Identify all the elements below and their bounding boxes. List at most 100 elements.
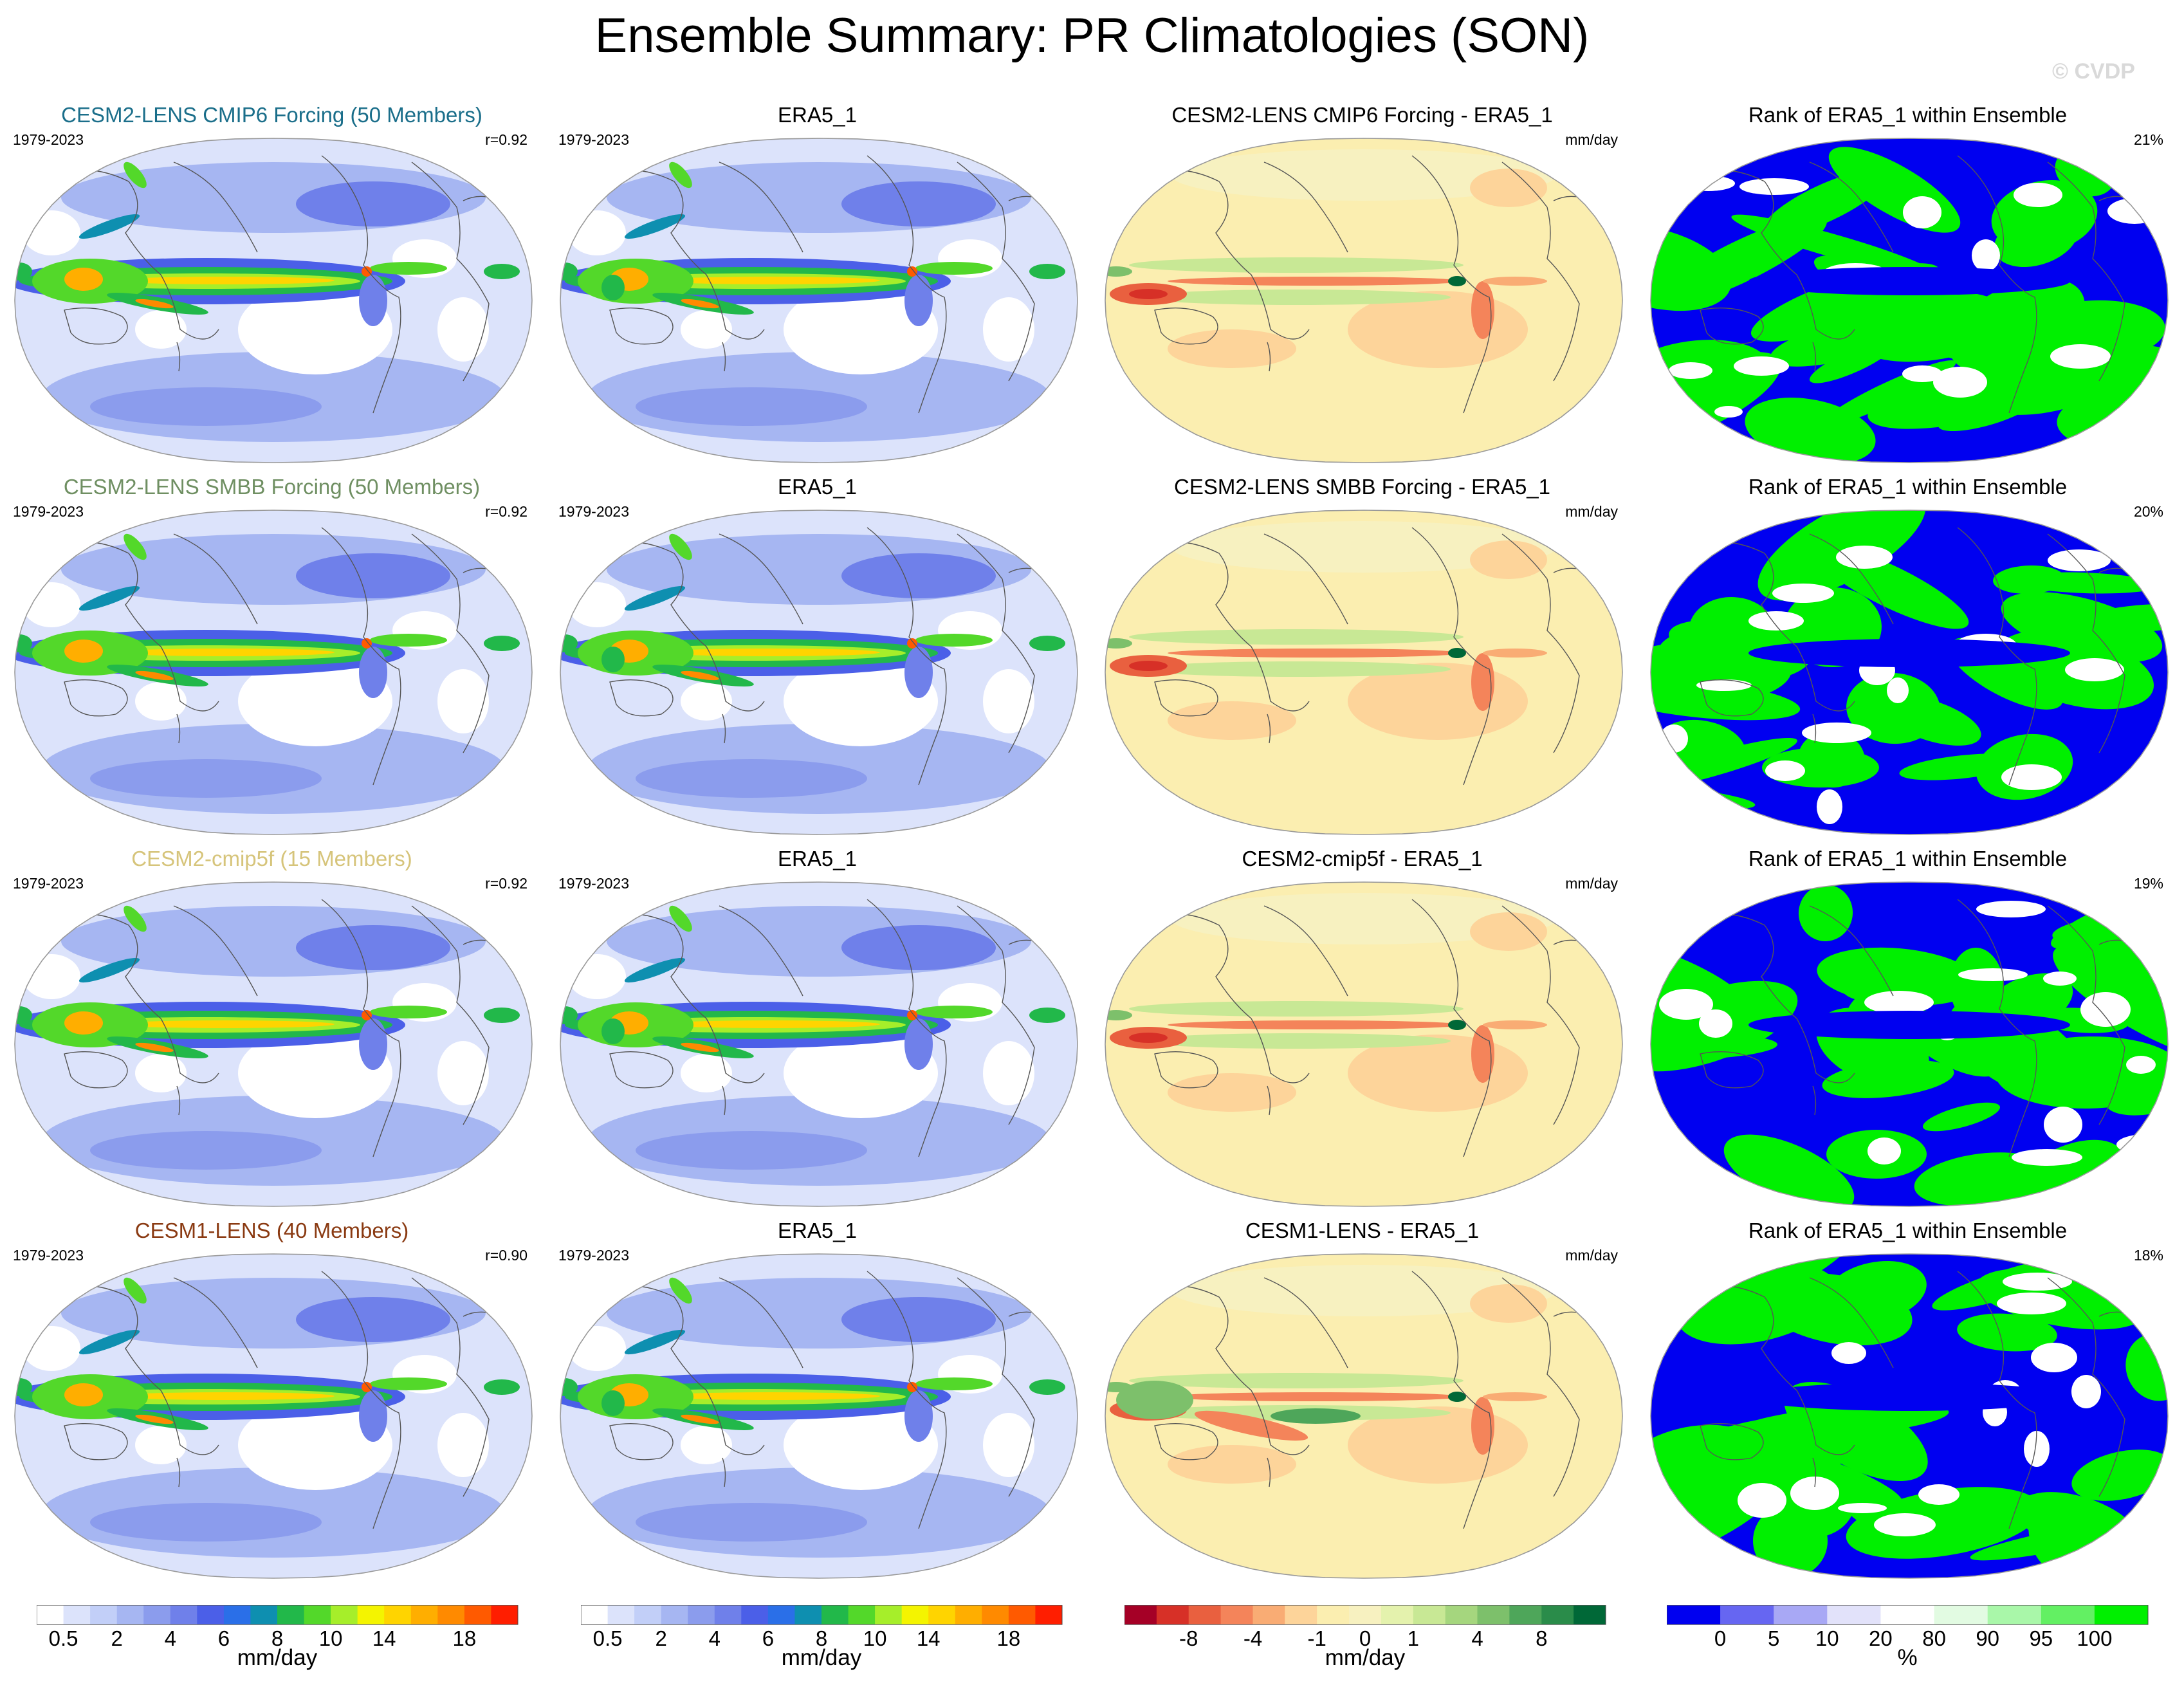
map-outline [1105, 138, 1623, 463]
colorbar-swatch [714, 1605, 742, 1625]
colorbar-tick-label: 18 [453, 1626, 477, 1648]
panel-diff-row1: CESM2-LENS CMIP6 Forcing - ERA5_1 mm/day [1090, 103, 1634, 476]
coastlines [1687, 899, 2158, 1157]
map-outline [560, 510, 1078, 835]
colorbar-swatch [1445, 1605, 1478, 1625]
colorbar-swatch [331, 1605, 358, 1625]
colorbar-swatch [1156, 1605, 1189, 1625]
coastlines [596, 899, 1067, 1157]
colorbar-swatch [634, 1605, 662, 1625]
colorbar-tick-label: 20 [1869, 1626, 1893, 1648]
colorbar-swatch [1349, 1605, 1382, 1625]
panel-model-row2: CESM2-LENS SMBB Forcing (50 Members) 1979… [0, 475, 544, 848]
map-model [14, 138, 533, 463]
panel-diff-row2: CESM2-LENS SMBB Forcing - ERA5_1 mm/day [1090, 475, 1634, 848]
colorbar-tick-label: 0 [1359, 1626, 1371, 1648]
colorbar-tick-label: 95 [2029, 1626, 2053, 1648]
panel-title: CESM2-cmip5f (15 Members) [131, 847, 412, 870]
colorbar-swatch [581, 1605, 609, 1625]
colorbar-swatch [437, 1605, 465, 1625]
colorbar-2: 0.5 2 4 6 8 10 14 18 mm/day [581, 1605, 1070, 1670]
panel-model-row4: CESM1-LENS (40 Members) 1979-2023 r=0.90 [0, 1219, 544, 1592]
panel-units: mm/day [1565, 131, 1618, 148]
colorbar-swatch [1987, 1605, 2042, 1625]
panel-years: 1979-2023 [13, 503, 84, 520]
map-rank [1650, 138, 2169, 463]
map-outline [1650, 510, 2169, 835]
panel-years: 1979-2023 [558, 1247, 629, 1264]
colorbar-tick-label: 0 [1714, 1626, 1726, 1648]
panel-diff-row4: CESM1-LENS - ERA5_1 mm/day [1090, 1219, 1634, 1592]
colorbar-tick-label: 8 [816, 1626, 827, 1648]
panel-title: Rank of ERA5_1 within Ensemble [1748, 103, 2068, 127]
colorbar-swatch [223, 1605, 251, 1625]
map-model [14, 881, 533, 1207]
panel-years: 1979-2023 [558, 875, 629, 892]
colorbar-swatch [875, 1605, 903, 1625]
panel-obs-row4: ERA5_1 1979-2023 [546, 1219, 1089, 1592]
colorbar-swatch [1317, 1605, 1350, 1625]
colorbar-tick-label: 80 [1922, 1626, 1946, 1648]
colorbar-tick-label: 8 [271, 1626, 283, 1648]
panel-title: CESM2-LENS SMBB Forcing (50 Members) [63, 475, 481, 499]
colorbar-tick-label: 100 [2077, 1626, 2112, 1648]
rank-percent: 21% [2133, 131, 2163, 148]
colorbar-swatch [1541, 1605, 1574, 1625]
panel-rank-row4: Rank of ERA5_1 within Ensemble 18% [1636, 1219, 2179, 1592]
panel-title: ERA5_1 [778, 475, 857, 499]
colorbar-tick-label: 18 [997, 1626, 1021, 1648]
rank-percent: 18% [2133, 1247, 2163, 1264]
colorbar-swatch [1934, 1605, 1988, 1625]
panel-title: Rank of ERA5_1 within Ensemble [1748, 475, 2068, 499]
colorbar-swatch [741, 1605, 769, 1625]
map-model [14, 510, 533, 835]
colorbar-swatch [1574, 1605, 1606, 1625]
colorbar-swatch [37, 1605, 64, 1625]
colorbar-swatch [1720, 1605, 1774, 1625]
map-outline [560, 138, 1078, 463]
colorbar-swatch [767, 1605, 795, 1625]
cvdp-watermark: © CVDP [2052, 59, 2135, 84]
colorbar-swatch [1381, 1605, 1414, 1625]
colorbar-swatch [277, 1605, 305, 1625]
colorbar-swatch [1008, 1605, 1036, 1625]
colorbar-swatch [170, 1605, 197, 1625]
colorbar-swatch [901, 1605, 929, 1625]
panel-rank-row2: Rank of ERA5_1 within Ensemble 20% [1636, 475, 2179, 848]
colorbar-swatch [1413, 1605, 1446, 1625]
colorbar-swatch [1477, 1605, 1510, 1625]
map-diff [1105, 1253, 1623, 1579]
colorbar-swatch [410, 1605, 438, 1625]
colorbar-swatch [1188, 1605, 1222, 1625]
map-outline [1105, 881, 1623, 1207]
map-outline [14, 138, 533, 463]
pattern-correlation: r=0.92 [485, 131, 528, 148]
colorbar-swatch [1880, 1605, 1934, 1625]
colorbar-units: mm/day [781, 1645, 862, 1670]
panel-title: CESM2-LENS SMBB Forcing - ERA5_1 [1173, 475, 1551, 499]
colorbar-tick-label: 6 [762, 1626, 774, 1648]
colorbar-tick-label: -1 [1308, 1626, 1326, 1648]
colorbar-swatch [1774, 1605, 1828, 1625]
colorbar-tick-label: 10 [1815, 1626, 1839, 1648]
colorbar-4: 0 5 10 20 80 90 95 100% [1667, 1605, 2156, 1670]
colorbar-units: mm/day [237, 1645, 318, 1670]
panel-title: Rank of ERA5_1 within Ensemble [1748, 1219, 2068, 1242]
panel-rank-row3: Rank of ERA5_1 within Ensemble 19% [1636, 847, 2179, 1220]
colorbar-swatch [1827, 1605, 1881, 1625]
colorbar-tick-label: 8 [1536, 1626, 1547, 1648]
colorbar-swatch [607, 1605, 635, 1625]
rank-percent: 20% [2133, 503, 2163, 520]
panel-title: ERA5_1 [778, 103, 857, 127]
colorbar-tick-label: 4 [1471, 1626, 1483, 1648]
coastlines [1141, 1271, 1612, 1529]
map-diff [1105, 138, 1623, 463]
colorbar-swatch [90, 1605, 118, 1625]
colorbar-tick-label: 4 [709, 1626, 720, 1648]
colorbar-swatch [661, 1605, 688, 1625]
panel-title: ERA5_1 [778, 847, 857, 870]
colorbar-swatch [1509, 1605, 1542, 1625]
colorbar-tick-label: 4 [165, 1626, 176, 1648]
colorbar-swatch [1220, 1605, 1253, 1625]
colorbar-tick-label: 10 [863, 1626, 887, 1648]
